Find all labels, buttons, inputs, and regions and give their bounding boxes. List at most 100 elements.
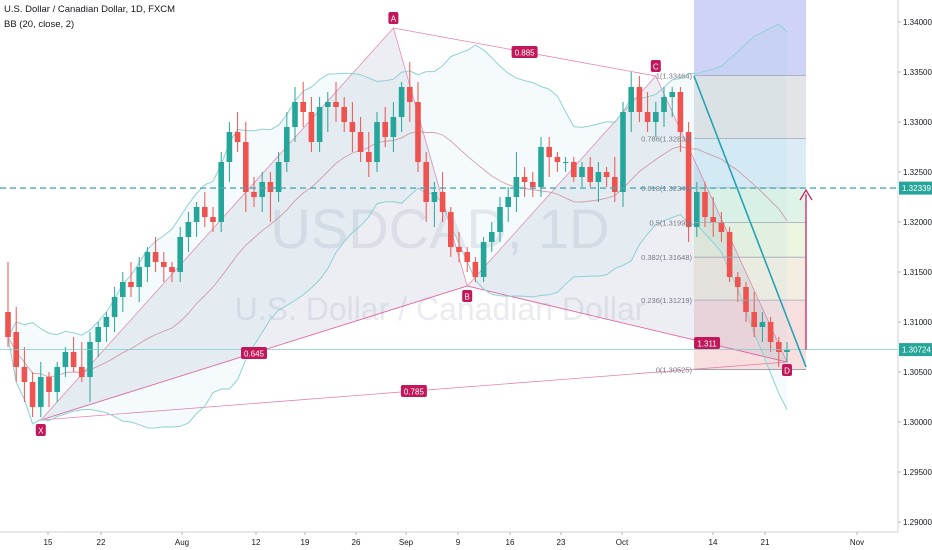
time-tick-label: Aug — [175, 538, 189, 547]
fib-zone — [694, 257, 806, 301]
candle — [193, 202, 200, 237]
candle — [677, 87, 684, 152]
candle — [439, 172, 446, 222]
price-label-value: 1.30724 — [902, 346, 931, 355]
candle — [38, 362, 44, 417]
candles[interactable] — [5, 62, 790, 417]
pattern-point-b-marker — [462, 290, 473, 302]
fib-label: 0.786(1.32835) — [641, 135, 692, 144]
candle — [784, 342, 790, 362]
candle-body — [87, 342, 93, 377]
candle-body — [546, 147, 552, 157]
fib-zone — [694, 138, 806, 188]
fib-label: 0.5(1.31995) — [649, 219, 692, 228]
candle-body — [415, 102, 421, 162]
candle — [70, 337, 77, 372]
candle-body — [243, 142, 249, 192]
time-tick-label: 16 — [506, 538, 515, 547]
candle — [653, 102, 659, 137]
price-tick-label: 1.34000 — [903, 18, 932, 27]
price-axis[interactable]: 1.29000 1.29500 1.30000 1.30500 1.31000 1.315… — [897, 0, 932, 550]
candle-body — [612, 177, 618, 192]
candle-body — [702, 192, 708, 217]
candle — [497, 197, 503, 242]
candle — [366, 132, 372, 177]
projection-zone — [694, 0, 806, 76]
candle — [267, 172, 274, 222]
candle-body — [185, 222, 192, 237]
pattern-point-a-marker — [388, 12, 399, 24]
candle-body — [325, 102, 331, 107]
candle-body — [661, 97, 667, 112]
watermark-name: U.S. Dollar / Canadian Dollar — [235, 291, 646, 327]
candle-body — [595, 172, 602, 182]
candle — [636, 76, 643, 122]
candle — [530, 172, 536, 197]
chart-symbol-title: U.S. Dollar / Canadian Dollar, 1D, FXCM — [4, 4, 176, 15]
candle-body — [144, 252, 151, 267]
candle — [546, 137, 552, 177]
candle — [710, 197, 716, 237]
candle — [538, 137, 544, 197]
candle — [694, 182, 700, 237]
candle — [284, 112, 290, 172]
candle-body — [407, 87, 413, 102]
candle-body — [530, 182, 536, 187]
candle — [759, 312, 766, 342]
candle — [185, 212, 192, 252]
candle — [554, 152, 561, 172]
time-tick-label: 19 — [301, 538, 310, 547]
candle — [398, 82, 405, 132]
candle-body — [767, 322, 774, 342]
candle — [144, 247, 151, 282]
candle-body — [349, 122, 356, 132]
pattern-point-d-marker — [782, 364, 792, 376]
candle — [374, 112, 380, 172]
candle-body — [776, 342, 782, 352]
pattern-point-label: D — [784, 367, 790, 376]
candle — [669, 87, 675, 117]
candle-body — [366, 152, 372, 162]
time-tick-label: 15 — [44, 538, 53, 547]
candle-body — [513, 177, 520, 197]
candle-body — [431, 192, 438, 202]
basis-line — [7, 131, 788, 378]
ratio-label: 0.785 — [404, 388, 425, 397]
time-tick-label: 12 — [252, 538, 261, 547]
price-tick-label: 1.30000 — [903, 418, 932, 427]
candle — [407, 62, 413, 122]
time-axis[interactable]: 15 22 Aug 12 19 26 Sep 9 16 23 Oct 14 21 Nov — [0, 531, 898, 550]
candle — [423, 152, 429, 222]
candle-body — [521, 177, 528, 182]
candle-body — [226, 132, 233, 162]
candle — [62, 347, 69, 377]
candle — [603, 167, 610, 187]
candle — [308, 97, 315, 152]
ratio-label: 0.645 — [244, 350, 265, 359]
candle-body — [300, 102, 306, 112]
candle — [333, 82, 339, 122]
candle — [161, 252, 167, 282]
candle-body — [95, 327, 101, 342]
price-tick-label: 1.33500 — [903, 68, 932, 77]
candle — [218, 152, 224, 232]
candle-body — [292, 102, 298, 127]
candle — [480, 237, 487, 282]
price-tick-label: 1.32000 — [903, 218, 932, 227]
overlay-lines[interactable]: X A B C D 0.645 0.885 1.311 0.785 — [0, 12, 898, 436]
candle — [620, 102, 626, 207]
ratio-badge — [400, 385, 427, 397]
candle-body — [210, 217, 216, 222]
candle — [243, 122, 249, 212]
price-label-value: 1.32339 — [902, 184, 931, 193]
band-fill — [8, 24, 787, 428]
candle — [685, 122, 692, 242]
candle — [21, 347, 28, 402]
candle — [612, 157, 618, 202]
candle-body — [423, 162, 429, 202]
bollinger-bands — [7, 23, 788, 429]
candle-body — [653, 112, 659, 122]
candle-body — [341, 107, 347, 122]
time-tick-label: 9 — [456, 538, 461, 547]
